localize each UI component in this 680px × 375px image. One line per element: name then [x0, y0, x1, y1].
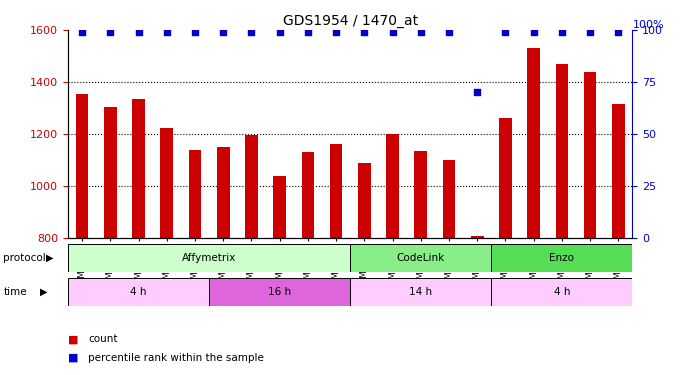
Bar	[612, 104, 625, 238]
Bar	[350, 244, 491, 272]
Text: percentile rank within the sample: percentile rank within the sample	[88, 353, 265, 363]
Bar	[301, 152, 314, 238]
Point	[246, 29, 257, 35]
Text: count: count	[88, 334, 118, 344]
Bar	[414, 151, 427, 238]
Text: 100%: 100%	[632, 20, 664, 30]
Bar	[188, 150, 201, 238]
Bar	[132, 99, 145, 238]
Point	[556, 29, 567, 35]
Point	[330, 29, 341, 35]
Text: 16 h: 16 h	[268, 286, 291, 297]
Bar	[160, 128, 173, 238]
Bar	[386, 134, 399, 238]
Bar	[273, 176, 286, 238]
Bar	[358, 163, 371, 238]
Text: ■: ■	[68, 353, 78, 363]
Bar	[527, 48, 540, 238]
Bar	[330, 144, 343, 238]
Point	[585, 29, 596, 35]
Text: ■: ■	[68, 334, 78, 344]
Title: GDS1954 / 1470_at: GDS1954 / 1470_at	[283, 13, 418, 28]
Point	[528, 29, 539, 35]
Point	[218, 29, 228, 35]
Text: ▶: ▶	[40, 286, 48, 297]
Point	[613, 29, 624, 35]
Text: 4 h: 4 h	[554, 286, 570, 297]
Point	[190, 29, 201, 35]
Point	[415, 29, 426, 35]
Text: Affymetrix: Affymetrix	[182, 253, 236, 263]
Point	[500, 29, 511, 35]
Text: time: time	[3, 286, 27, 297]
Point	[105, 29, 116, 35]
Bar	[491, 244, 632, 272]
Bar	[68, 244, 350, 272]
Point	[387, 29, 398, 35]
Text: Enzo: Enzo	[549, 253, 575, 263]
Bar	[471, 236, 483, 238]
Bar	[499, 118, 512, 238]
Point	[303, 29, 313, 35]
Bar	[209, 278, 350, 306]
Text: 14 h: 14 h	[409, 286, 432, 297]
Bar	[217, 147, 230, 238]
Bar	[556, 64, 568, 238]
Point	[161, 29, 172, 35]
Bar	[245, 135, 258, 238]
Bar	[443, 160, 456, 238]
Point	[443, 29, 454, 35]
Bar	[104, 107, 117, 238]
Point	[472, 90, 483, 96]
Point	[77, 29, 88, 35]
Text: 4 h: 4 h	[131, 286, 147, 297]
Bar	[583, 72, 596, 238]
Bar	[68, 278, 209, 306]
Text: protocol: protocol	[3, 253, 46, 263]
Bar	[491, 278, 632, 306]
Text: CodeLink: CodeLink	[396, 253, 445, 263]
Bar	[350, 278, 491, 306]
Bar	[75, 94, 88, 238]
Point	[359, 29, 370, 35]
Point	[133, 29, 144, 35]
Text: ▶: ▶	[46, 253, 54, 263]
Point	[274, 29, 285, 35]
